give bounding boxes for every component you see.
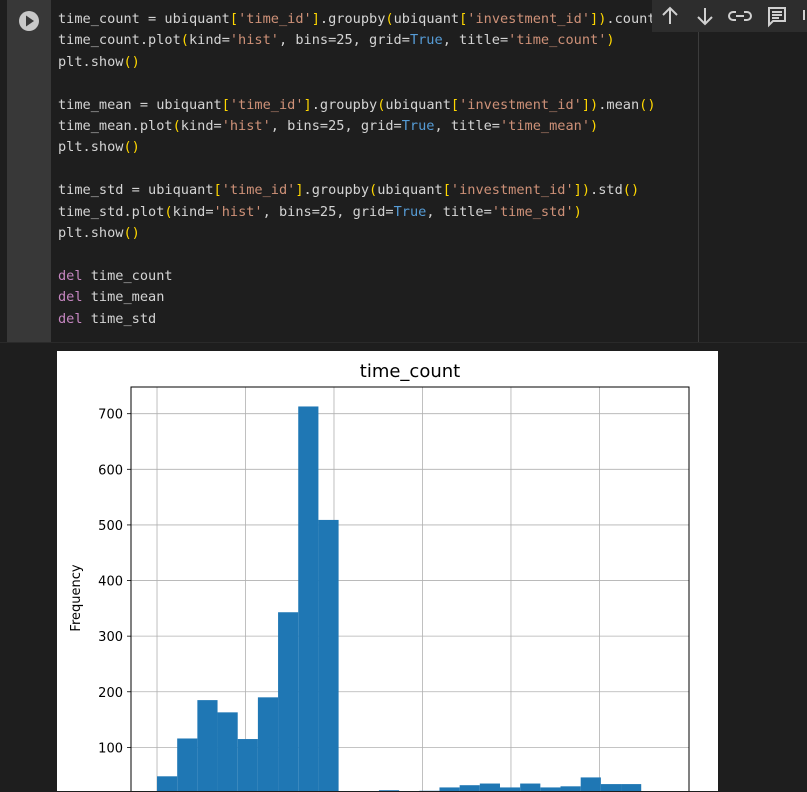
code-line: time_std = ubiquant['time_id'].groupby(u… bbox=[58, 180, 672, 201]
bar bbox=[621, 784, 641, 791]
code-line: time_std.plot(kind='hist', bins=25, grid… bbox=[58, 202, 672, 223]
bar bbox=[238, 739, 258, 791]
code-line: del time_mean bbox=[58, 287, 672, 308]
bar bbox=[318, 520, 338, 791]
cell-gutter bbox=[7, 0, 51, 342]
y-tick-label: 100 bbox=[98, 741, 123, 756]
code-line: time_count = ubiquant['time_id'].groupby… bbox=[58, 9, 672, 30]
code-line: plt.show() bbox=[58, 52, 672, 73]
toolbar-icons bbox=[652, 0, 807, 32]
bar bbox=[298, 406, 318, 791]
code-block: time_std = ubiquant['time_id'].groupby(u… bbox=[58, 180, 672, 244]
code-block: time_mean = ubiquant['time_id'].groupby(… bbox=[58, 95, 672, 159]
bar bbox=[258, 697, 278, 791]
bar bbox=[480, 784, 500, 791]
bar bbox=[197, 700, 217, 791]
comment[interactable] bbox=[769, 8, 785, 25]
code-line: del time_std bbox=[58, 309, 672, 330]
move-up[interactable] bbox=[663, 8, 677, 24]
link[interactable] bbox=[729, 12, 751, 20]
ruler bbox=[698, 32, 699, 342]
cell-toolbar bbox=[652, 0, 807, 32]
bar bbox=[581, 777, 601, 791]
bar bbox=[157, 776, 177, 791]
chart-title: time_count bbox=[360, 361, 460, 382]
run-button[interactable] bbox=[7, 0, 51, 44]
bar bbox=[278, 612, 298, 791]
figure-bg bbox=[57, 351, 718, 791]
code-line: plt.show() bbox=[58, 223, 672, 244]
y-tick-label: 700 bbox=[98, 408, 123, 423]
bar bbox=[520, 784, 540, 791]
code-line: del time_count bbox=[58, 266, 672, 287]
bar bbox=[500, 787, 520, 791]
move-down[interactable] bbox=[698, 8, 712, 24]
bar bbox=[177, 738, 197, 791]
code-line: time_mean = ubiquant['time_id'].groupby(… bbox=[58, 95, 672, 116]
bar bbox=[218, 712, 238, 791]
bar bbox=[601, 784, 621, 791]
code-editor[interactable]: time_count = ubiquant['time_id'].groupby… bbox=[58, 9, 672, 351]
y-tick-label: 300 bbox=[98, 630, 123, 645]
bar bbox=[561, 786, 581, 791]
y-tick-label: 200 bbox=[98, 686, 123, 701]
y-tick-label: 400 bbox=[98, 575, 123, 590]
code-line: time_mean.plot(kind='hist', bins=25, gri… bbox=[58, 116, 672, 137]
y-tick-label: 500 bbox=[98, 519, 123, 534]
code-line: plt.show() bbox=[58, 137, 672, 158]
code-block: time_count = ubiquant['time_id'].groupby… bbox=[58, 9, 672, 73]
y-tick-label: 600 bbox=[98, 463, 123, 478]
bar bbox=[439, 787, 459, 791]
bar bbox=[540, 787, 560, 791]
y-axis-label: Frequency bbox=[69, 564, 84, 631]
code-line: time_count.plot(kind='hist', bins=25, gr… bbox=[58, 30, 672, 51]
chart: time_count Frequency 0100200300400500600… bbox=[57, 351, 718, 791]
bar bbox=[460, 785, 480, 791]
